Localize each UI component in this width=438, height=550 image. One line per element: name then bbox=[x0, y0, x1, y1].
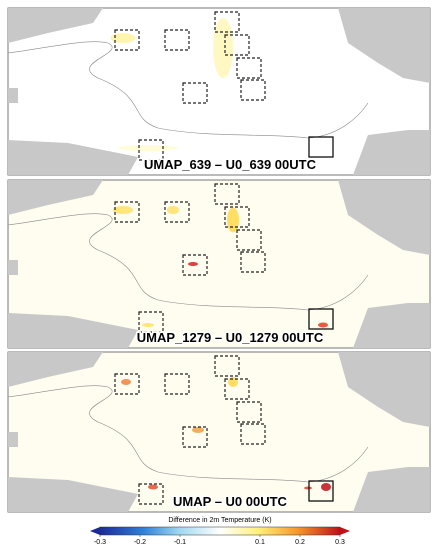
region-box bbox=[138, 483, 164, 505]
colorbar-tick-label: 0.3 bbox=[335, 539, 345, 546]
region-box bbox=[224, 378, 250, 400]
temperature-anomaly bbox=[188, 262, 198, 266]
coastline bbox=[7, 385, 369, 483]
panel-label: UMAP_1279 – U0_1279 00UTC bbox=[137, 330, 324, 345]
colorbar-arrow-low bbox=[90, 527, 100, 535]
colorbar-tick-label: 0.2 bbox=[295, 539, 305, 546]
colorbar-tick-label: -0.3 bbox=[94, 539, 106, 546]
region-box-solid bbox=[308, 480, 334, 502]
region-box bbox=[164, 29, 190, 51]
region-box bbox=[138, 139, 164, 161]
region-box bbox=[224, 206, 250, 228]
temperature-anomaly bbox=[213, 18, 233, 78]
sea-west-small bbox=[8, 260, 18, 275]
region-box bbox=[114, 29, 140, 51]
region-box bbox=[236, 57, 262, 79]
region-box bbox=[236, 229, 262, 251]
sea-southeast bbox=[353, 303, 430, 348]
coastline bbox=[7, 213, 369, 311]
sea-west-small bbox=[8, 432, 18, 447]
region-box-solid bbox=[308, 136, 334, 158]
coastline bbox=[7, 41, 369, 139]
colorbar-title: Difference in 2m Temperature (K) bbox=[168, 517, 271, 524]
panels: UMAP_639 – U0_639 00UTC UMAP_1279 – U0_12… bbox=[7, 7, 431, 513]
temperature-anomaly bbox=[118, 145, 178, 151]
region-box bbox=[182, 254, 208, 276]
region-box bbox=[224, 34, 250, 56]
map-panel: UMAP – U0 00UTC bbox=[7, 351, 431, 513]
sea-west bbox=[8, 180, 103, 215]
map-panel: UMAP_639 – U0_639 00UTC bbox=[7, 7, 431, 176]
sea-west bbox=[8, 8, 103, 43]
sea-southwest bbox=[8, 477, 138, 512]
temperature-anomaly bbox=[167, 206, 179, 214]
region-box bbox=[114, 373, 140, 395]
colorbar: Difference in 2m Temperature (K) -0.3 -0.… bbox=[90, 517, 350, 546]
sea-northeast bbox=[338, 8, 430, 83]
temperature-anomaly bbox=[148, 484, 158, 490]
temperature-anomaly bbox=[113, 206, 133, 214]
temperature-anomaly bbox=[321, 483, 331, 491]
region-box bbox=[214, 355, 240, 377]
temperature-anomaly bbox=[192, 427, 204, 433]
temperature-anomaly bbox=[110, 33, 136, 43]
colorbar-arrow-high bbox=[340, 527, 350, 535]
region-box bbox=[214, 11, 240, 33]
sea-southwest bbox=[8, 313, 138, 348]
sea-southeast bbox=[353, 130, 430, 175]
region-box bbox=[214, 183, 240, 205]
region-box bbox=[236, 401, 262, 423]
temperature-anomaly bbox=[121, 379, 131, 385]
colorbar-tick-label: 0.1 bbox=[255, 539, 265, 546]
temperature-anomaly bbox=[318, 322, 328, 328]
temperature-anomaly bbox=[227, 207, 239, 233]
region-box bbox=[240, 251, 266, 273]
region-box bbox=[240, 423, 266, 445]
region-box bbox=[240, 79, 266, 101]
sea-west bbox=[8, 352, 103, 387]
sea-northeast bbox=[338, 352, 430, 427]
colorbar-tick-label: -0.1 bbox=[174, 539, 186, 546]
panel-label: UMAP – U0 00UTC bbox=[173, 494, 288, 509]
colorbar-scale bbox=[99, 526, 341, 536]
sea-southwest bbox=[8, 140, 138, 175]
map-panel: UMAP_1279 – U0_1279 00UTC bbox=[7, 179, 431, 349]
region-box bbox=[164, 373, 190, 395]
region-box bbox=[138, 311, 164, 333]
region-box-solid bbox=[308, 308, 334, 330]
sea-west-small bbox=[8, 88, 18, 103]
region-box bbox=[182, 426, 208, 448]
region-box bbox=[164, 201, 190, 223]
colorbar-tick-label: -0.2 bbox=[134, 539, 146, 546]
temperature-anomaly bbox=[142, 323, 154, 327]
sea-southeast bbox=[353, 467, 430, 512]
temperature-anomaly bbox=[304, 486, 312, 490]
sea-northeast bbox=[338, 180, 430, 255]
panel-label: UMAP_639 – U0_639 00UTC bbox=[144, 157, 317, 172]
region-box bbox=[182, 82, 208, 104]
region-box bbox=[114, 201, 140, 223]
